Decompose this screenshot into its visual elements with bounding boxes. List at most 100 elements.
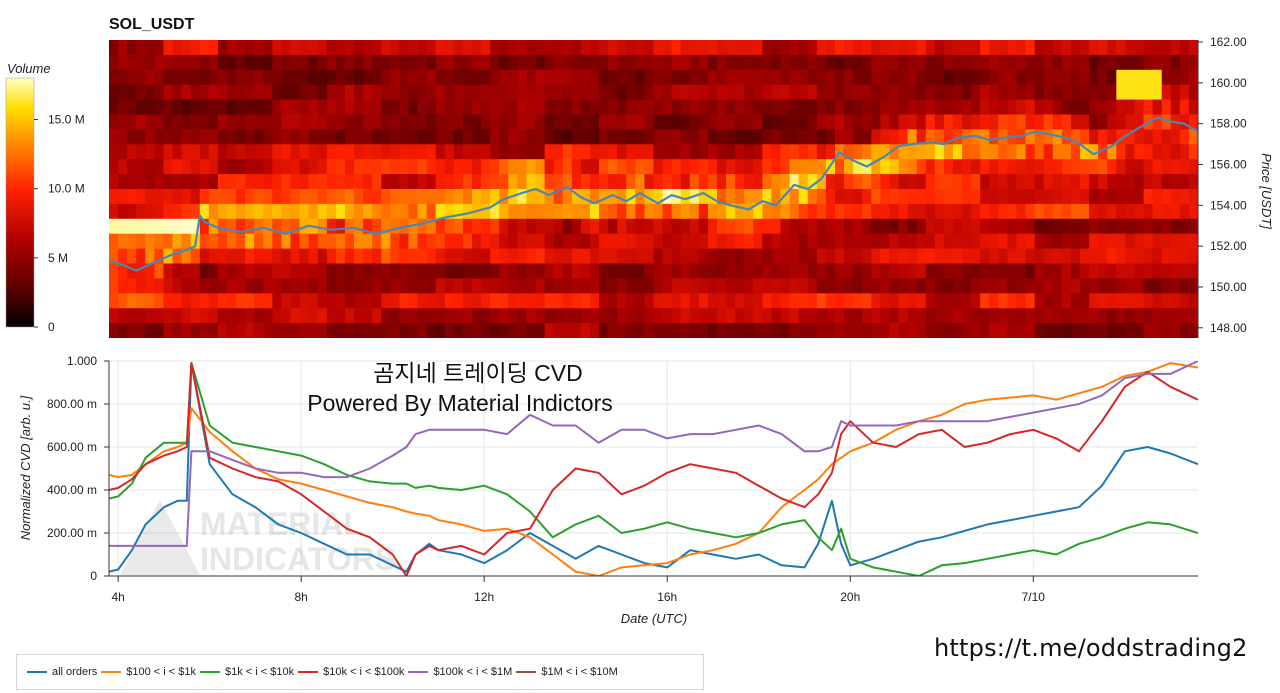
heatmap-cell	[326, 99, 337, 116]
heatmap-cell	[589, 308, 600, 324]
heatmap-cell	[780, 144, 791, 160]
heatmap-cell	[490, 203, 500, 220]
heatmap-cell	[181, 174, 192, 190]
heatmap-cell	[698, 278, 709, 294]
heatmap-cell	[526, 174, 537, 190]
heatmap-cell	[236, 84, 246, 101]
heatmap-cell	[589, 40, 600, 56]
legend-item[interactable]: $1k < i < $10k	[199, 666, 295, 678]
heatmap-cell	[644, 40, 655, 56]
heatmap-cell	[245, 248, 255, 265]
heatmap-cell	[952, 99, 963, 116]
heatmap-cell	[1089, 189, 1099, 205]
heatmap-cell	[989, 278, 999, 294]
heatmap-cell	[608, 248, 618, 265]
heatmap-cell	[508, 323, 518, 338]
heatmap-cell	[880, 203, 891, 220]
heatmap-cell	[862, 203, 872, 220]
heatmap-cell	[136, 293, 146, 309]
legend-label: $1k < i < $10k	[224, 666, 295, 678]
heatmap-cell	[962, 40, 972, 56]
heatmap-cell	[635, 203, 646, 220]
heatmap-cell	[326, 278, 337, 294]
heatmap-cell	[662, 129, 673, 145]
heatmap-cell	[662, 203, 673, 220]
heatmap-cell	[553, 203, 564, 220]
heatmap-cell	[254, 114, 264, 130]
heatmap-cell	[962, 218, 972, 235]
heatmap-cell	[1007, 308, 1018, 324]
heatmap-cell	[952, 69, 963, 86]
heatmap-cell	[989, 99, 999, 116]
heatmap-cell	[317, 248, 328, 265]
heatmap-cell	[825, 203, 836, 220]
price-axis-label: Price [USDT]	[1259, 153, 1274, 229]
heatmap-cell	[1152, 54, 1163, 71]
legend-item[interactable]: $100k < i < $1M	[408, 666, 512, 678]
heatmap-cell	[771, 144, 782, 160]
heatmap-cell	[608, 308, 618, 324]
heatmap-cell	[1152, 174, 1163, 190]
heatmap-cell	[1016, 308, 1027, 324]
heatmap-cell	[172, 40, 183, 56]
heatmap-cell	[499, 203, 509, 220]
heatmap-cell	[1161, 129, 1172, 145]
heatmap-cell	[1098, 114, 1108, 130]
heatmap-cell	[952, 159, 963, 175]
heatmap-cell	[1170, 69, 1181, 86]
heatmap-cell	[1052, 189, 1063, 205]
legend-item[interactable]: $10k < i < $100k	[298, 666, 404, 678]
heatmap-cell	[680, 144, 691, 160]
heatmap-cell	[1179, 159, 1190, 175]
heatmap-cell	[136, 248, 146, 265]
heatmap-cell	[789, 203, 800, 220]
heatmap-cell	[671, 40, 682, 56]
heatmap-cell	[499, 323, 509, 338]
price-tick-label: 150.00	[1210, 280, 1247, 294]
heatmap-cell	[290, 323, 301, 338]
heatmap-cell	[1089, 203, 1099, 220]
heatmap-cell	[726, 218, 736, 235]
heatmap-cell	[1098, 54, 1108, 71]
heatmap-cell	[898, 99, 909, 116]
heatmap-cell	[417, 54, 428, 71]
heatmap-cell	[199, 263, 210, 279]
heatmap-cell	[925, 84, 936, 101]
heatmap-cell	[562, 248, 573, 265]
heatmap-cell	[889, 189, 900, 205]
heatmap-cell	[916, 218, 927, 235]
heatmap-cell	[408, 308, 419, 324]
overlay-subtitle: Powered By Material Indictors	[307, 390, 613, 416]
heatmap-cell	[408, 278, 419, 294]
legend-item[interactable]: $100 < i < $1k	[101, 666, 196, 678]
legend-item[interactable]: all orders	[27, 666, 97, 678]
heatmap-cell	[381, 248, 391, 265]
heatmap-cell	[952, 40, 963, 56]
heatmap-cell	[934, 293, 945, 309]
heatmap-cell	[217, 248, 228, 265]
heatmap-cell	[562, 40, 573, 56]
heatmap-cell	[835, 323, 845, 338]
heatmap-cell	[698, 189, 709, 205]
heatmap-cell	[1089, 233, 1099, 250]
heatmap-cell	[980, 114, 990, 130]
heatmap-cell	[499, 308, 509, 324]
heatmap-cell	[717, 174, 727, 190]
heatmap-cell	[1143, 174, 1154, 190]
heatmap-cell	[372, 84, 382, 101]
telegram-link[interactable]: https://t.me/oddstrading2	[934, 634, 1248, 662]
heatmap-cell	[344, 263, 355, 279]
heatmap-cell	[980, 129, 990, 145]
legend-item[interactable]: $1M < i < $10M	[516, 666, 618, 678]
heatmap-cell	[825, 189, 836, 205]
heatmap-cell	[517, 99, 528, 116]
heatmap-cell	[889, 263, 900, 279]
heatmap-cell	[363, 263, 373, 279]
price-line-layer	[109, 116, 1198, 272]
heatmap-cell	[971, 84, 981, 101]
heatmap-cell	[1152, 69, 1163, 86]
heatmap-cell	[653, 129, 664, 145]
heatmap-cell	[989, 233, 999, 250]
heatmap-cell	[1016, 129, 1027, 145]
heatmap-cell	[1098, 174, 1108, 190]
